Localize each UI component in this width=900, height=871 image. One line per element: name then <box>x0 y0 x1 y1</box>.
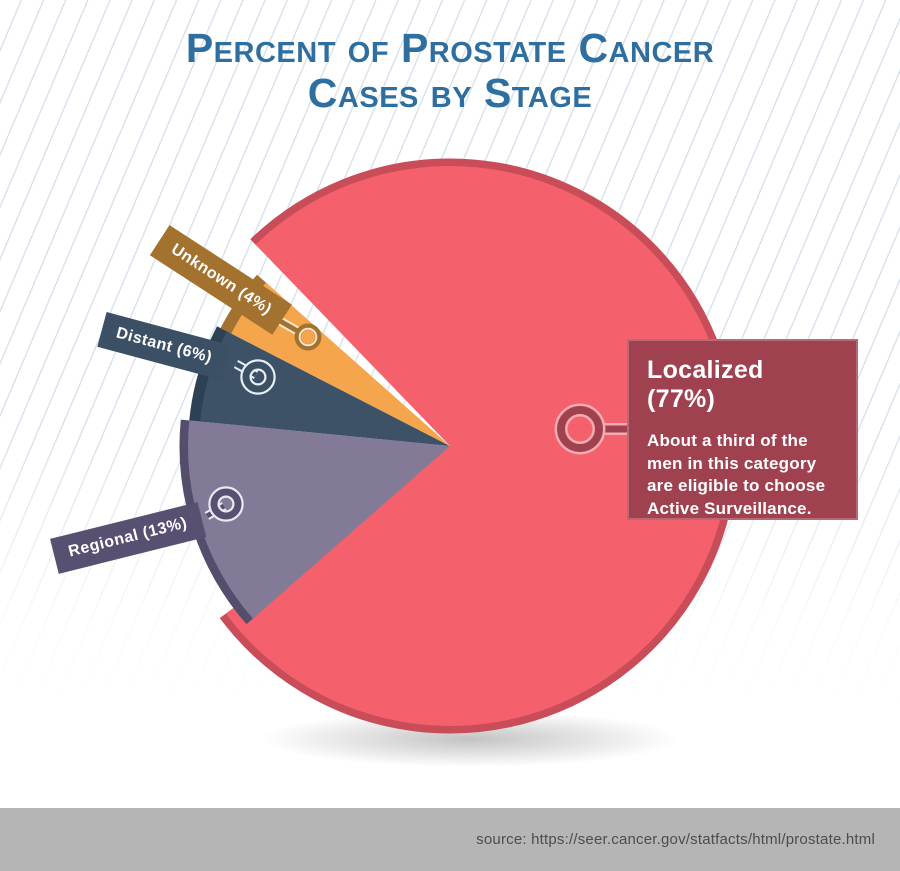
localized-callout-body: About a third of the men in this categor… <box>647 431 826 518</box>
source-text: source: https://seer.cancer.gov/statfact… <box>476 831 875 848</box>
distant-marker-ring <box>240 359 276 395</box>
localized-marker-ring <box>554 403 606 455</box>
page-title-line2: Cases by Stage <box>307 70 593 116</box>
unknown-marker-ring <box>294 323 322 351</box>
page-title-line1: Percent of Prostate Cancer <box>185 25 715 71</box>
localized-callout-box: Localized (77%) About a third of the men… <box>627 339 858 520</box>
source-footer-bar: source: https://seer.cancer.gov/statfact… <box>0 808 900 871</box>
page-title: Percent of Prostate Cancer Cases by Stag… <box>0 26 900 116</box>
slice-regional <box>187 420 450 619</box>
regional-marker-ring <box>208 486 244 522</box>
localized-callout-title: Localized (77%) <box>647 356 764 413</box>
slice-localized <box>225 165 731 726</box>
